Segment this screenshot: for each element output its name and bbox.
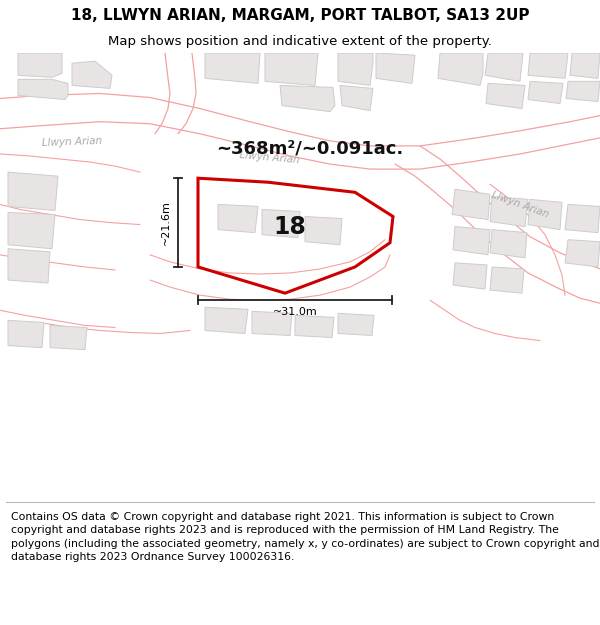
Polygon shape: [438, 53, 483, 86]
Polygon shape: [265, 53, 318, 86]
Text: Map shows position and indicative extent of the property.: Map shows position and indicative extent…: [108, 35, 492, 48]
Polygon shape: [486, 83, 525, 109]
Polygon shape: [528, 53, 568, 78]
Polygon shape: [50, 326, 87, 349]
Text: 18, LLWYN ARIAN, MARGAM, PORT TALBOT, SA13 2UP: 18, LLWYN ARIAN, MARGAM, PORT TALBOT, SA…: [71, 8, 529, 23]
Polygon shape: [565, 240, 600, 267]
Polygon shape: [8, 213, 55, 249]
Polygon shape: [205, 53, 260, 83]
Polygon shape: [8, 249, 50, 283]
Polygon shape: [18, 53, 62, 78]
Polygon shape: [338, 313, 374, 336]
Polygon shape: [528, 199, 562, 229]
Text: ~21.6m: ~21.6m: [161, 200, 171, 245]
Polygon shape: [490, 267, 524, 293]
Polygon shape: [566, 81, 600, 101]
Text: ~368m²/~0.091ac.: ~368m²/~0.091ac.: [217, 140, 404, 158]
Polygon shape: [485, 53, 523, 81]
Polygon shape: [252, 311, 292, 336]
Polygon shape: [18, 79, 68, 99]
Polygon shape: [218, 204, 258, 232]
Polygon shape: [295, 316, 334, 338]
Text: Llwyn Arian: Llwyn Arian: [239, 151, 301, 166]
Polygon shape: [453, 263, 487, 289]
Text: 18: 18: [274, 214, 307, 239]
Polygon shape: [262, 209, 300, 238]
Polygon shape: [8, 321, 44, 348]
Polygon shape: [570, 53, 600, 78]
Polygon shape: [565, 204, 600, 232]
Polygon shape: [528, 81, 563, 104]
Polygon shape: [452, 189, 490, 219]
Text: Llwyn Arian: Llwyn Arian: [490, 189, 550, 219]
Text: ~31.0m: ~31.0m: [272, 308, 317, 318]
Text: Llwyn Arian: Llwyn Arian: [41, 136, 103, 148]
Polygon shape: [8, 172, 58, 211]
Polygon shape: [340, 86, 373, 111]
Polygon shape: [72, 61, 112, 88]
Polygon shape: [453, 227, 490, 255]
Polygon shape: [490, 196, 528, 227]
Polygon shape: [376, 53, 415, 83]
Text: Contains OS data © Crown copyright and database right 2021. This information is : Contains OS data © Crown copyright and d…: [11, 512, 599, 562]
Polygon shape: [338, 53, 373, 86]
Polygon shape: [305, 216, 342, 245]
Polygon shape: [490, 229, 527, 258]
Polygon shape: [280, 86, 335, 112]
Polygon shape: [205, 308, 248, 334]
